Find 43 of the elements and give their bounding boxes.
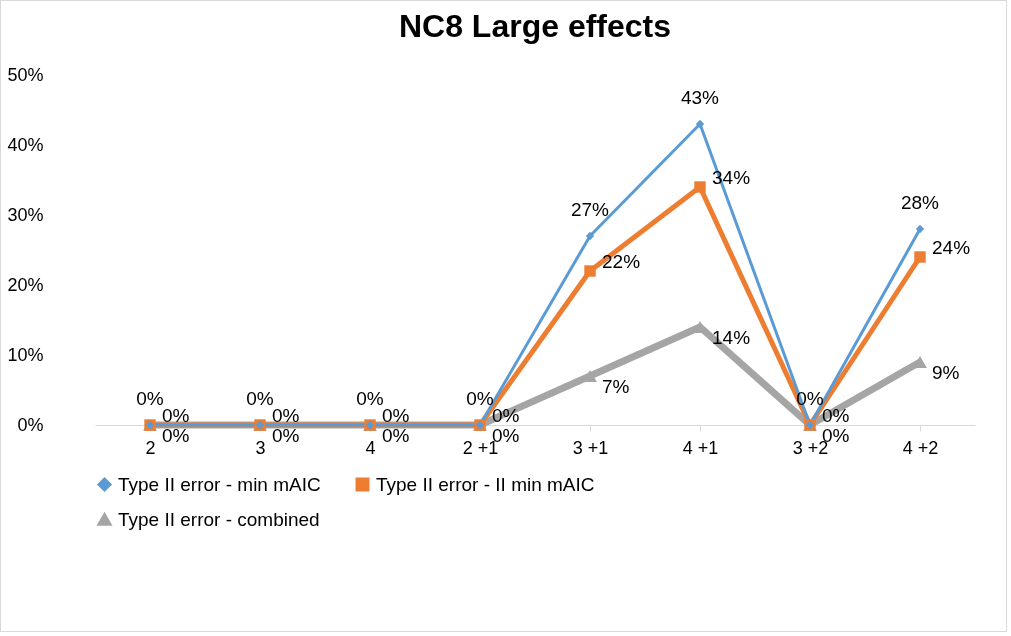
data-label: 0% bbox=[162, 425, 190, 446]
y-tick-label: 0% bbox=[17, 414, 44, 435]
point bbox=[584, 265, 596, 277]
point bbox=[914, 251, 926, 263]
data-label: 9% bbox=[932, 362, 960, 383]
y-tick-label: 10% bbox=[7, 344, 44, 365]
data-label: 0% bbox=[382, 405, 410, 426]
legend-label: Type II error - combined bbox=[118, 508, 320, 530]
y-tick-label: 30% bbox=[7, 204, 44, 225]
point bbox=[585, 231, 595, 241]
data-label: 0% bbox=[272, 405, 300, 426]
y-tick-label: 20% bbox=[7, 274, 44, 295]
data-label: 43% bbox=[680, 87, 720, 108]
x-tick-label: 2 bbox=[145, 437, 156, 458]
x-tick-label: 3 bbox=[255, 437, 266, 458]
data-label: 0% bbox=[356, 388, 384, 409]
data-label: 0% bbox=[822, 405, 850, 426]
x-tick-label: 4 +1 bbox=[682, 437, 719, 458]
point bbox=[694, 181, 706, 193]
data-label: 0% bbox=[162, 405, 190, 426]
point bbox=[915, 224, 925, 234]
data-label: 24% bbox=[932, 237, 971, 258]
data-label: 0% bbox=[272, 425, 300, 446]
data-label: 28% bbox=[900, 192, 940, 213]
data-label: 0% bbox=[136, 388, 164, 409]
data-label: 7% bbox=[602, 376, 630, 397]
data-label: 14% bbox=[712, 327, 751, 348]
y-tick-label: 50% bbox=[7, 64, 44, 85]
point bbox=[583, 370, 597, 382]
data-label: 0% bbox=[382, 425, 410, 446]
chart-title: NC8 Large effects bbox=[398, 8, 672, 44]
x-tick-label: 4 bbox=[365, 437, 376, 458]
data-label: 0% bbox=[246, 388, 274, 409]
x-tick-label: 4 +2 bbox=[902, 437, 939, 458]
legend-label: Type II error - min mAIC bbox=[118, 473, 321, 495]
x-tick-label: 3 +1 bbox=[572, 437, 609, 458]
data-label: 0% bbox=[466, 388, 494, 409]
y-tick-label: 40% bbox=[7, 134, 44, 155]
point bbox=[695, 119, 705, 129]
data-label: 27% bbox=[570, 199, 610, 220]
data-label: 0% bbox=[492, 405, 520, 426]
legend-label: Type II error - II min mAIC bbox=[376, 473, 595, 495]
data-label: 22% bbox=[602, 251, 641, 272]
